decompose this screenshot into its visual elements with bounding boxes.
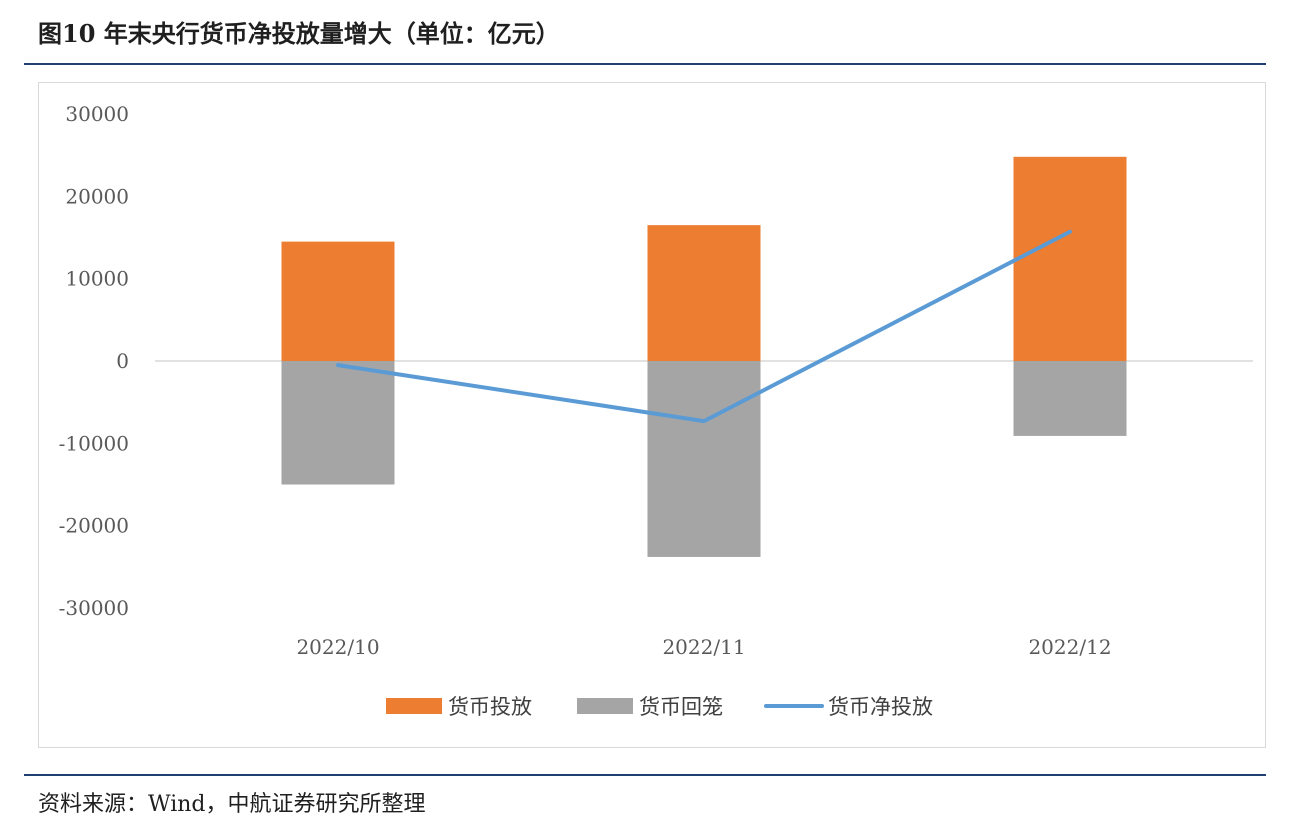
bar: [281, 361, 395, 485]
y-tick-label: -30000: [59, 596, 129, 620]
source-divider: [24, 774, 1266, 776]
y-axis-ticks: 30000 20000 10000 0 -10000 -20000 -30000: [59, 102, 129, 620]
y-tick-label: -10000: [59, 431, 129, 455]
bar: [647, 225, 761, 361]
legend-swatch: [577, 698, 633, 714]
legend: 货币投放 货币回笼 货币净投放: [386, 695, 933, 719]
chart-frame: [38, 82, 1266, 748]
bar: [647, 361, 761, 557]
net-line: [336, 229, 1072, 424]
line-point: [1068, 230, 1072, 234]
legend-label: 货币投放: [448, 695, 532, 719]
bar: [1013, 156, 1127, 361]
y-tick-label: -20000: [59, 514, 129, 538]
source-note: 资料来源：Wind，中航证券研究所整理: [38, 792, 426, 817]
legend-label: 货币净投放: [828, 695, 933, 719]
legend-label: 货币回笼: [639, 695, 723, 719]
y-tick-label: 30000: [65, 102, 129, 126]
line-point: [702, 419, 706, 423]
x-tick-label: 2022/12: [1028, 635, 1111, 659]
y-tick-label: 10000: [65, 267, 129, 291]
bars: [281, 156, 1127, 557]
title-divider: [24, 63, 1266, 65]
bar: [1013, 361, 1127, 436]
y-tick-label: 0: [116, 349, 129, 373]
x-tick-label: 2022/10: [296, 635, 379, 659]
y-tick-label: 20000: [65, 184, 129, 208]
legend-swatch: [386, 698, 442, 714]
x-tick-label: 2022/11: [662, 635, 745, 659]
line-point: [336, 363, 340, 367]
figure-title: 图10 年末央行货币净投放量增大（单位：亿元）: [38, 19, 560, 48]
bar: [281, 241, 395, 361]
x-axis-ticks: 2022/10 2022/11 2022/12: [296, 635, 1111, 659]
